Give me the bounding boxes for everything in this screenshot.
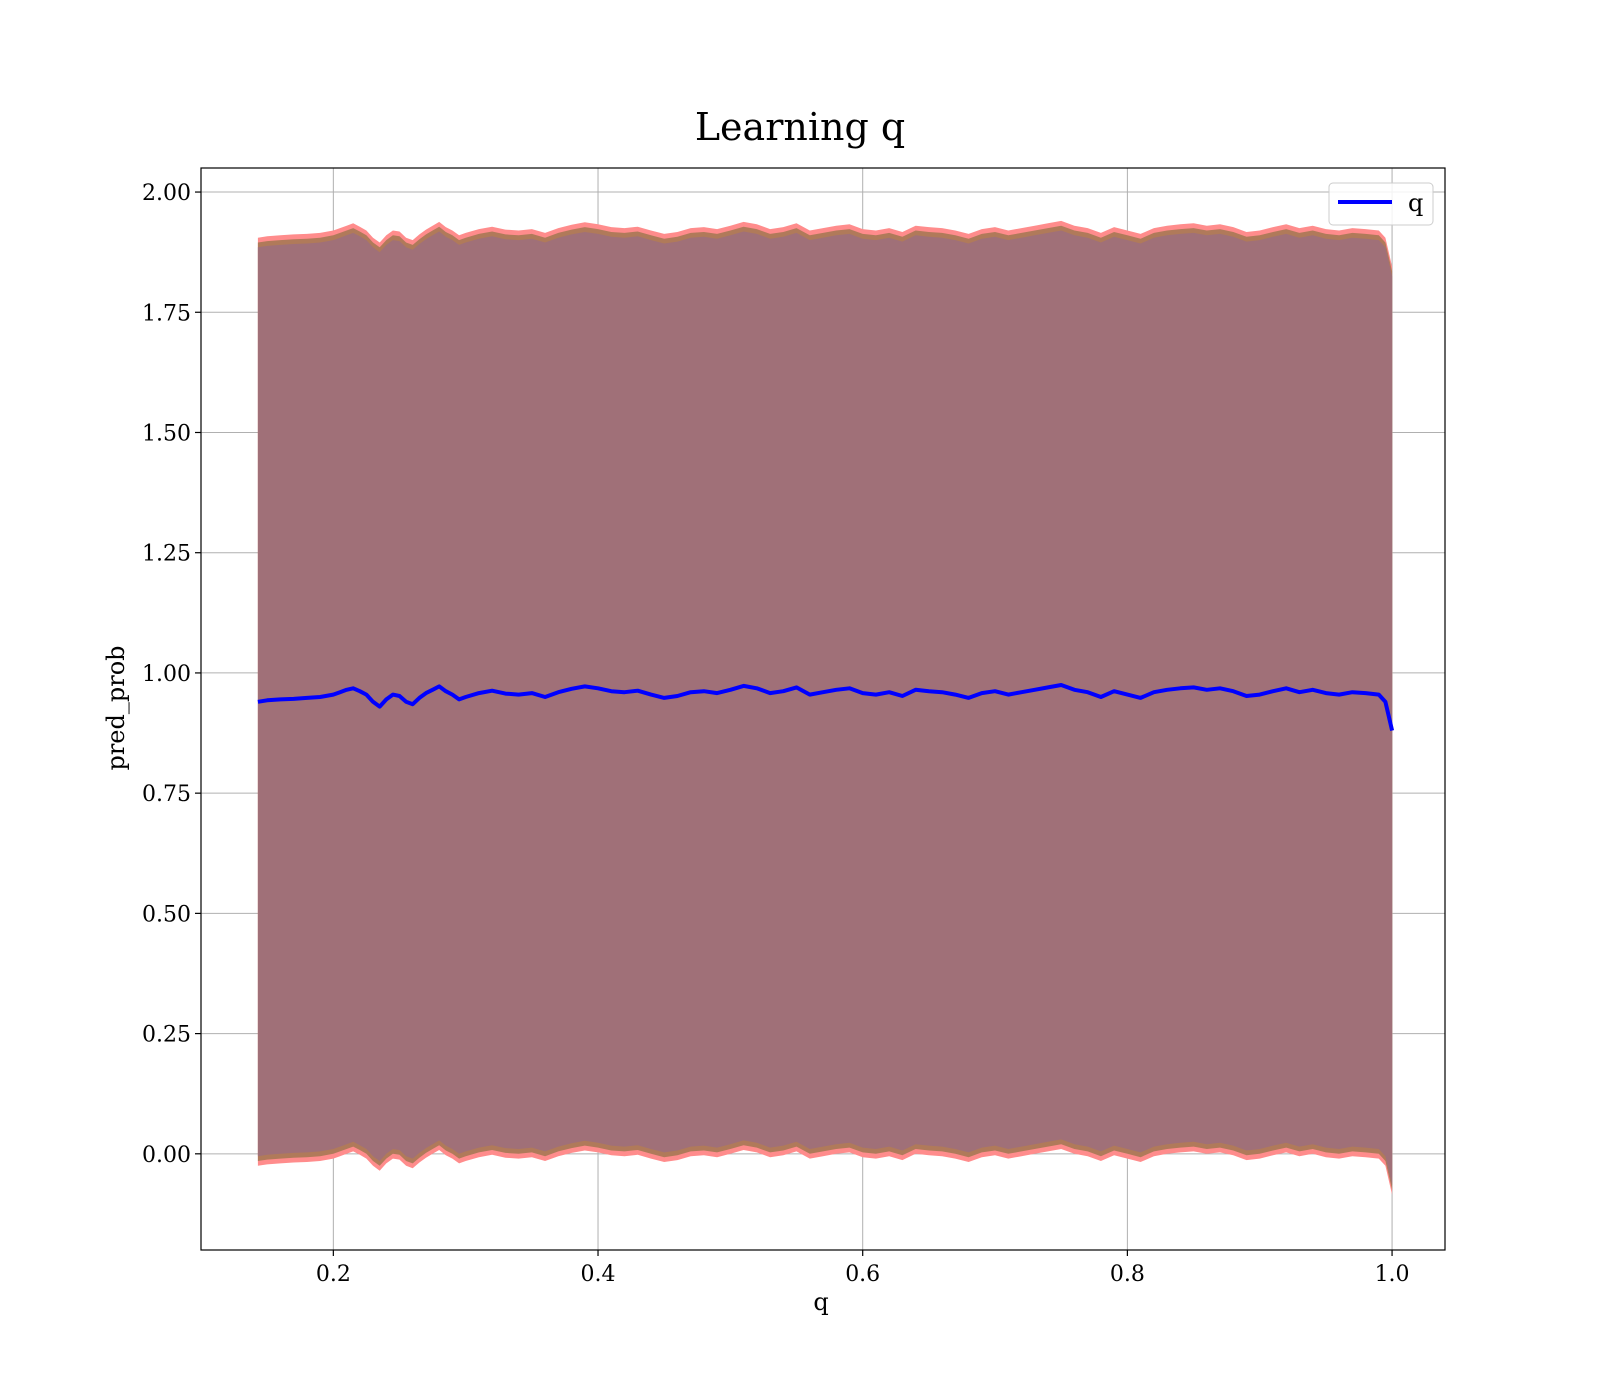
y-tick-label: 1.00	[142, 662, 191, 687]
y-tick-label: 2.00	[142, 181, 191, 206]
x-axis-label: q	[813, 1288, 828, 1316]
legend-label: q	[1408, 189, 1423, 217]
series-line-q	[257, 683, 1395, 732]
y-tick-label: 1.25	[142, 542, 191, 567]
y-axis-label: pred_prob	[102, 645, 130, 770]
legend: q	[1328, 182, 1434, 226]
y-tick-label: 0.75	[142, 782, 191, 807]
y-tick-label: 1.75	[142, 301, 191, 326]
chart-title: Learning q	[695, 105, 905, 149]
y-tick-label: 0.50	[142, 902, 191, 927]
y-tick-label: 1.50	[142, 421, 191, 446]
x-tick-label: 0.8	[1110, 1262, 1145, 1287]
series-lines	[257, 683, 1395, 732]
y-tick-label: 0.25	[142, 1023, 191, 1048]
x-axis-ticks: 0.2 0.4 0.6 0.8 1.0	[316, 1250, 1410, 1287]
x-tick-label: 0.2	[316, 1262, 351, 1287]
plot-area-frame	[200, 167, 1446, 1251]
y-tick-label: 0.00	[142, 1143, 191, 1168]
band-inner	[257, 230, 1393, 1186]
confidence-bands	[257, 220, 1393, 1195]
x-tick-label: 0.4	[581, 1262, 616, 1287]
y-axis-ticks: 0.00 0.25 0.50 0.75 1.00 1.25 1.50 1.75 2.00	[142, 181, 201, 1168]
x-tick-label: 1.0	[1375, 1262, 1410, 1287]
x-tick-label: 0.6	[845, 1262, 880, 1287]
